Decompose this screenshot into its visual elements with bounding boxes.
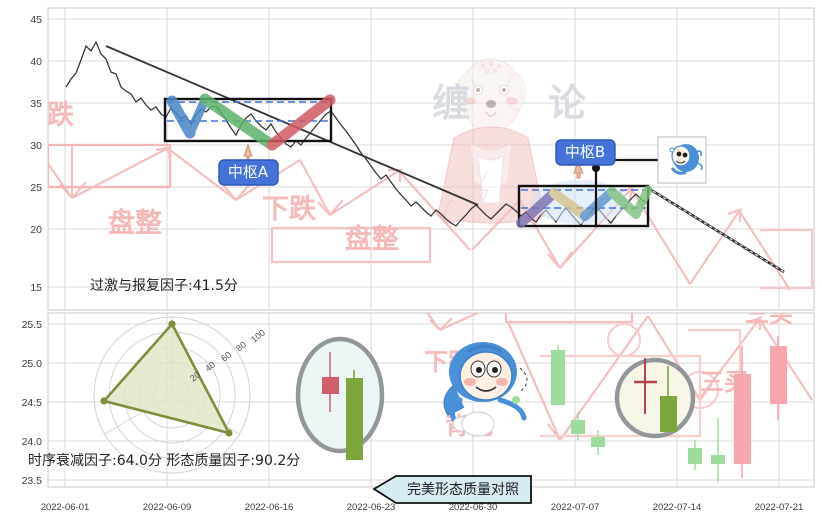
pivot-b-callout[interactable]: 中枢B (555, 139, 616, 179)
factor-note-upper: 过激与报复因子:41.5分 (90, 277, 238, 294)
upper-ytick-1: 40 (30, 56, 42, 68)
pivot-a-callout[interactable]: 中枢A (218, 143, 279, 186)
radar-tick-60: 60 (219, 350, 233, 364)
cartoon-character (443, 342, 528, 437)
candle-group-middle (551, 345, 605, 455)
factor-note-lower: 时序衰减因子:64.0分 形态质量因子:90.2分 (28, 452, 300, 469)
upper-ytick-6: 15 (30, 282, 42, 294)
watermark-chan: 缠 (432, 81, 470, 125)
watermark-decline-1: 下跌 (20, 100, 74, 131)
upper-ytick-5: 20 (30, 224, 42, 236)
watermark-lun: 论 (548, 81, 587, 125)
radar-tick-40: 40 (203, 360, 217, 374)
watermark-consolidate-2: 盘整 (345, 223, 399, 255)
pivot-b-segments (516, 185, 653, 228)
xtick-5: 2022-07-07 (551, 502, 600, 513)
watermark-consolidate-1: 盘整 (108, 207, 162, 239)
xtick-1: 2022-06-09 (143, 502, 192, 513)
radar-point-2 (100, 397, 108, 405)
lower-ytick-2: 24.5 (22, 397, 43, 409)
pivot-a-segments (166, 93, 336, 151)
upper-watermark-shapes (48, 143, 814, 291)
upper-ytick-0: 45 (30, 14, 42, 26)
watermark-thirdbuy-1: 三买 (745, 300, 793, 328)
radar-point-1 (225, 429, 233, 437)
lower-ytick-3: 24.0 (22, 436, 43, 448)
upper-y-axis: 45 40 35 30 25 20 15 (30, 14, 42, 294)
extension-trend-line (647, 186, 785, 274)
lower-ytick-0: 25.5 (22, 319, 43, 331)
quality-callout[interactable]: 完美形态质量对照 (372, 475, 532, 504)
quality-callout-label: 完美形态质量对照 (407, 482, 519, 498)
upper-ytick-2: 35 (30, 98, 42, 110)
radar-polygon (101, 321, 232, 435)
xtick-4: 2022-06-30 (449, 502, 498, 513)
watermark-decline-2: 下跌 (262, 194, 316, 225)
lower-watermark-shapes (426, 313, 813, 441)
radar-chart: 20 40 60 80 100 (93, 316, 267, 474)
pivot-b-label: 中枢B (565, 143, 605, 161)
lower-panel: 25.5 25.0 24.5 24.0 23.5 下跌 (22, 300, 815, 488)
candle-group-left (295, 336, 385, 460)
lower-y-axis: 25.5 25.0 24.5 24.0 23.5 (22, 319, 43, 487)
radar-tick-80: 80 (234, 340, 248, 354)
upper-ytick-4: 25 (30, 182, 42, 194)
lower-ytick-1: 25.0 (22, 358, 43, 370)
lower-ytick-4: 23.5 (22, 475, 43, 487)
xtick-2: 2022-06-16 (245, 502, 294, 513)
candle-group-right (614, 357, 696, 439)
xtick-7: 2022-07-21 (755, 502, 804, 513)
radar-tick-20: 20 (188, 370, 202, 384)
xtick-6: 2022-07-14 (653, 502, 702, 513)
xtick-0: 2022-06-01 (41, 502, 90, 513)
pivot-a-label: 中枢A (228, 163, 269, 181)
upper-panel: 45 40 35 30 25 20 15 (20, 7, 815, 311)
sticker-thumbnail[interactable] (657, 136, 707, 184)
radar-point-0 (168, 320, 176, 328)
candle-group-far-right (688, 336, 787, 482)
x-axis: 2022-06-01 2022-06-09 2022-06-16 2022-06… (41, 502, 804, 513)
xtick-3: 2022-06-23 (347, 502, 396, 513)
upper-ytick-3: 30 (30, 140, 42, 152)
candlesticks (295, 336, 787, 482)
